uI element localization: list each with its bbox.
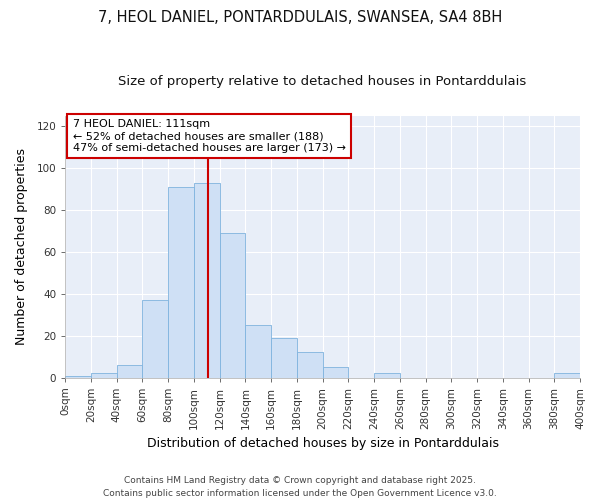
Bar (142, 300, 168, 378)
Bar (194, 182, 220, 378)
Bar (168, 187, 194, 378)
Bar (116, 365, 142, 378)
Bar (271, 338, 297, 378)
Text: 7 HEOL DANIEL: 111sqm
← 52% of detached houses are smaller (188)
47% of semi-det: 7 HEOL DANIEL: 111sqm ← 52% of detached … (73, 120, 346, 152)
Bar (65, 376, 91, 378)
Bar (297, 352, 323, 378)
Text: 7, HEOL DANIEL, PONTARDDULAIS, SWANSEA, SA4 8BH: 7, HEOL DANIEL, PONTARDDULAIS, SWANSEA, … (98, 10, 502, 25)
Title: Size of property relative to detached houses in Pontarddulais: Size of property relative to detached ho… (118, 75, 527, 88)
Y-axis label: Number of detached properties: Number of detached properties (15, 148, 28, 345)
Bar (245, 325, 271, 378)
X-axis label: Distribution of detached houses by size in Pontarddulais: Distribution of detached houses by size … (146, 437, 499, 450)
Bar (220, 233, 245, 378)
Bar (554, 374, 580, 378)
Text: Contains HM Land Registry data © Crown copyright and database right 2025.
Contai: Contains HM Land Registry data © Crown c… (103, 476, 497, 498)
Bar (91, 374, 116, 378)
Bar (374, 374, 400, 378)
Bar (323, 367, 348, 378)
